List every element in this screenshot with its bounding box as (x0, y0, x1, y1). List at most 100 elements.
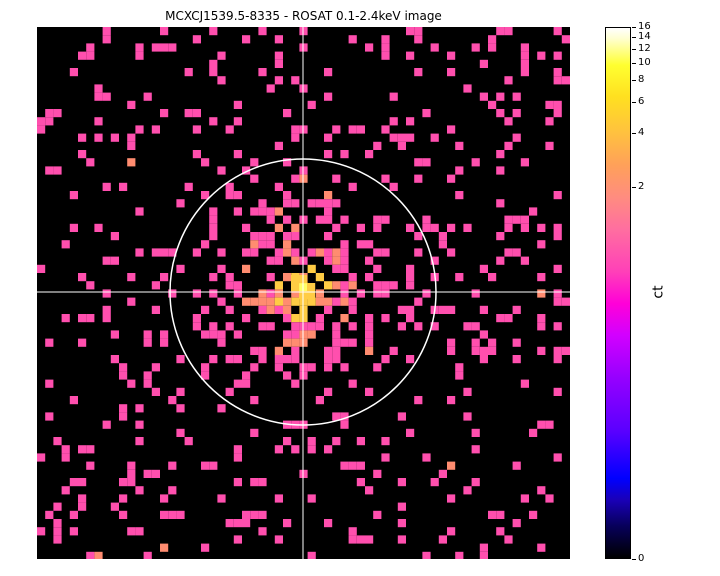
image-pixel (414, 248, 423, 257)
image-pixel (45, 379, 54, 388)
image-pixel (274, 535, 283, 544)
image-pixel (242, 510, 251, 519)
image-pixel (512, 305, 521, 314)
image-pixel (307, 297, 316, 306)
image-pixel (315, 273, 324, 282)
image-pixel (381, 43, 390, 52)
image-pixel (414, 322, 423, 331)
image-pixel (192, 248, 201, 257)
image-pixel (488, 43, 497, 52)
image-pixel (242, 223, 251, 232)
image-pixel (553, 51, 562, 60)
image-pixel (537, 420, 546, 429)
image-pixel (291, 232, 300, 241)
image-pixel (160, 494, 169, 503)
image-pixel (406, 314, 415, 323)
image-pixel (233, 150, 242, 159)
image-pixel (250, 510, 259, 519)
image-pixel (274, 297, 283, 306)
image-pixel (217, 166, 226, 175)
image-pixel (520, 51, 529, 60)
image-pixel (389, 346, 398, 355)
image-pixel (53, 527, 62, 536)
image-pixel (258, 68, 267, 77)
image-pixel (447, 396, 456, 405)
image-pixel (37, 527, 46, 536)
image-pixel (192, 314, 201, 323)
image-pixel (78, 338, 87, 347)
image-pixel (176, 264, 185, 273)
image-pixel (479, 346, 488, 355)
image-pixel (504, 248, 513, 257)
image-pixel (69, 191, 78, 200)
image-pixel (233, 453, 242, 462)
image-pixel (61, 445, 70, 454)
colorbar-tick-mark (632, 27, 636, 28)
image-pixel (324, 207, 333, 216)
image-pixel (201, 363, 210, 372)
image-pixel (250, 428, 259, 437)
image-pixel (233, 379, 242, 388)
image-pixel (381, 281, 390, 290)
image-pixel (422, 551, 431, 559)
image-pixel (291, 355, 300, 364)
image-pixel (340, 363, 349, 372)
image-pixel (283, 338, 292, 347)
image-pixel (324, 346, 333, 355)
image-pixel (545, 117, 554, 126)
image-pixel (61, 486, 70, 495)
image-pixel (250, 240, 259, 249)
image-pixel (283, 199, 292, 208)
image-pixel (553, 355, 562, 364)
image-pixel (356, 240, 365, 249)
image-pixel (225, 322, 234, 331)
image-pixel (201, 305, 210, 314)
image-pixel (291, 297, 300, 306)
image-pixel (356, 535, 365, 544)
image-pixel (233, 207, 242, 216)
image-pixel (332, 346, 341, 355)
image-pixel (266, 297, 275, 306)
image-pixel (529, 428, 538, 437)
image-pixel (127, 527, 136, 536)
image-pixel (250, 346, 259, 355)
image-pixel (209, 330, 218, 339)
image-pixel (151, 387, 160, 396)
image-pixel (168, 486, 177, 495)
image-pixel (184, 182, 193, 191)
image-pixel (274, 289, 283, 298)
image-pixel (373, 363, 382, 372)
image-pixel (201, 543, 210, 552)
image-pixel (332, 412, 341, 421)
image-pixel (430, 223, 439, 232)
image-pixel (283, 215, 292, 224)
image-pixel (283, 191, 292, 200)
image-pixel (283, 297, 292, 306)
colorbar-tick-mark (632, 37, 636, 38)
image-pixel (545, 141, 554, 150)
image-pixel (315, 322, 324, 331)
image-pixel (258, 199, 267, 208)
image-pixel (102, 182, 111, 191)
image-pixel (365, 322, 374, 331)
image-pixel (479, 543, 488, 552)
image-pixel (455, 363, 464, 372)
xray-image-canvas (37, 27, 570, 559)
image-pixel (553, 387, 562, 396)
image-pixel (119, 412, 128, 421)
image-pixel (283, 273, 292, 282)
image-pixel (553, 289, 562, 298)
image-pixel (438, 232, 447, 241)
image-pixel (479, 355, 488, 364)
image-pixel (348, 182, 357, 191)
image-pixel (102, 289, 111, 298)
image-pixel (86, 158, 95, 167)
image-pixel (135, 51, 144, 60)
image-pixel (496, 527, 505, 536)
image-pixel (258, 527, 267, 536)
image-pixel (69, 223, 78, 232)
image-pixel (209, 273, 218, 282)
image-pixel (455, 166, 464, 175)
colorbar-tick-label: 6 (638, 96, 645, 107)
image-pixel (324, 297, 333, 306)
